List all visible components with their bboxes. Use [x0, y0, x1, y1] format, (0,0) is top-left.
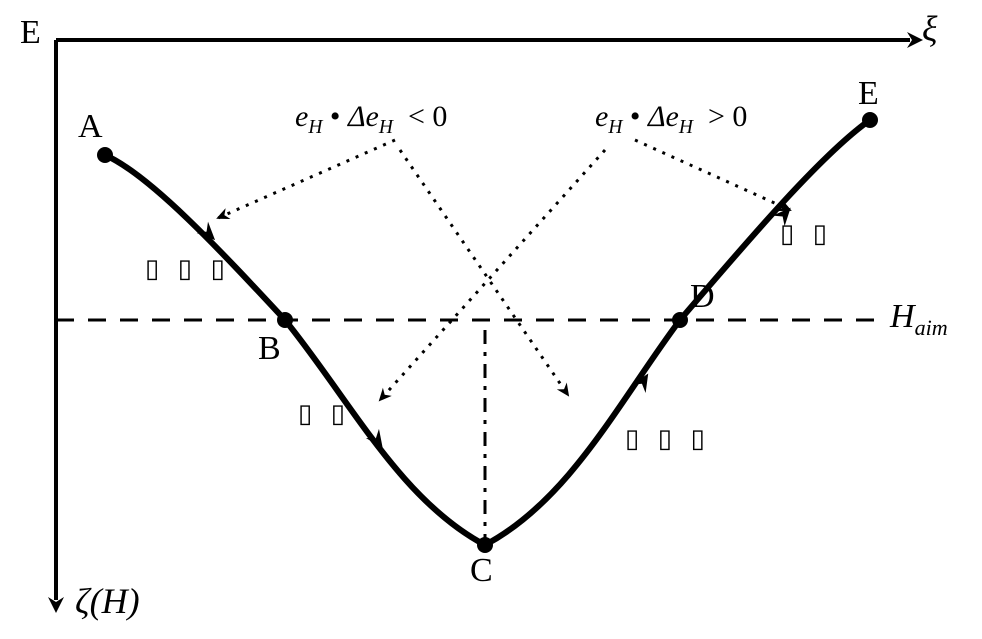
point-A [97, 147, 113, 163]
ineq-pos: eH • ΔeH > 0 [595, 100, 747, 139]
ineq-pos-e: e [595, 100, 608, 133]
ineq-pos-sub1: H [608, 117, 622, 138]
point-E [862, 112, 878, 128]
region-marker-1: ▯ ▯ ▯ [145, 254, 231, 284]
diagram-svg [0, 0, 982, 639]
ineq-neg-op: < 0 [408, 100, 447, 133]
y-axis-label-arg: (H) [90, 581, 140, 621]
callout-pos-to-BC [380, 150, 605, 400]
ineq-neg-e: e [295, 100, 308, 133]
y-axis-label-main: ζ [75, 581, 90, 621]
y-axis-label: ζ(H) [75, 580, 140, 622]
callout-neg-to-CD [400, 150, 568, 395]
ineq-neg-sub2: H [379, 117, 393, 138]
point-B [277, 312, 293, 328]
ineq-neg: eH • ΔeH < 0 [295, 100, 447, 139]
ineq-pos-de: Δe [648, 100, 679, 133]
ineq-neg-sub1: H [308, 117, 322, 138]
point-label-A: A [78, 108, 103, 146]
point-label-D: D [690, 278, 715, 316]
ineq-neg-de: Δe [348, 100, 379, 133]
ineq-pos-sub2: H [679, 117, 693, 138]
region-marker-2: ▯ ▯ [298, 399, 351, 429]
point-label-E: E [858, 75, 879, 113]
h-aim-label-main: H [890, 298, 915, 335]
h-aim-label-sub: aim [915, 315, 948, 340]
callout-neg-to-AB [218, 140, 395, 218]
diagram-canvas: E ξ ζ(H) A B C D E Haim eH • ΔeH < 0 eH … [0, 0, 982, 639]
region-marker-3: ▯ ▯ ▯ [625, 424, 711, 454]
point-C [477, 537, 493, 553]
callout-pos-to-DE [635, 140, 790, 210]
region-marker-4: ▯ ▯ [780, 219, 833, 249]
ineq-pos-op: > 0 [708, 100, 747, 133]
h-aim-label: Haim [890, 298, 948, 341]
ineq-pos-dot: • [630, 100, 641, 133]
ineq-neg-dot: • [330, 100, 341, 133]
origin-label: E [20, 14, 41, 52]
x-axis-label: ξ [922, 8, 937, 50]
point-label-B: B [258, 330, 281, 368]
point-D [672, 312, 688, 328]
point-label-C: C [470, 552, 493, 590]
curve [105, 120, 870, 545]
